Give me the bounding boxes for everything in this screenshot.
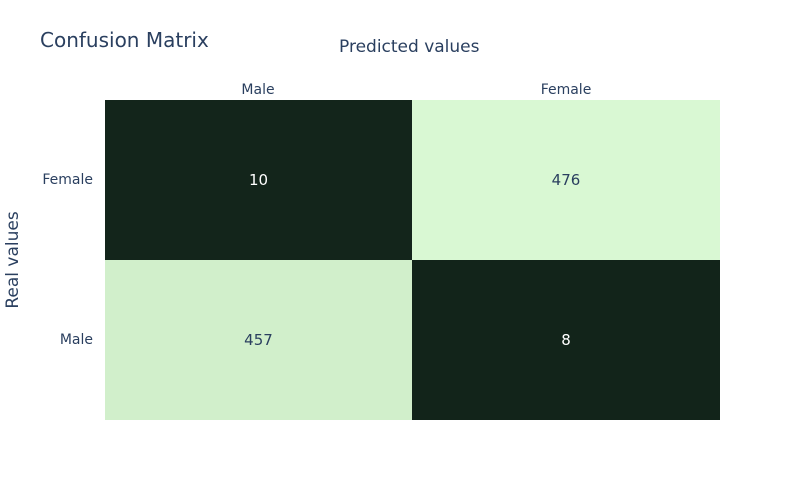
heatmap-cell-male-female: 8 [412, 260, 720, 420]
heatmap-cell-female-female: 476 [412, 100, 720, 260]
cell-value-label: 8 [561, 331, 571, 349]
cell-value-label: 476 [551, 171, 581, 189]
cell-value-label: 457 [244, 331, 273, 349]
y-tick-label-male: Male [59, 332, 93, 348]
y-tick-label-female: Female [42, 172, 93, 188]
cell-value-label: 10 [248, 171, 269, 189]
x-tick-label-female: Female [540, 82, 592, 98]
x-tick-label-male: Male [241, 82, 275, 98]
heatmap-grid: 10 476 457 8 [105, 100, 720, 420]
heatmap-cell-female-male: 10 [105, 100, 412, 260]
x-axis-title: Predicted values [339, 37, 480, 57]
chart-title: Confusion Matrix [40, 28, 209, 52]
y-axis-title: Real values [3, 211, 23, 309]
heatmap-cell-male-male: 457 [105, 260, 412, 420]
